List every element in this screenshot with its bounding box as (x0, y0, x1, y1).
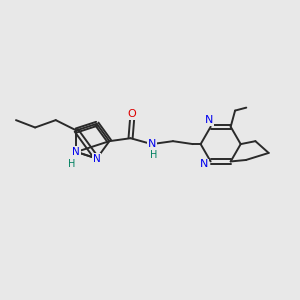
Text: N: N (73, 147, 80, 157)
Text: O: O (128, 109, 136, 119)
Text: N: N (205, 115, 213, 125)
Text: N: N (148, 139, 156, 149)
Text: H: H (150, 150, 157, 160)
Text: N: N (93, 154, 100, 164)
Text: N: N (200, 159, 208, 170)
Text: H: H (68, 159, 76, 169)
